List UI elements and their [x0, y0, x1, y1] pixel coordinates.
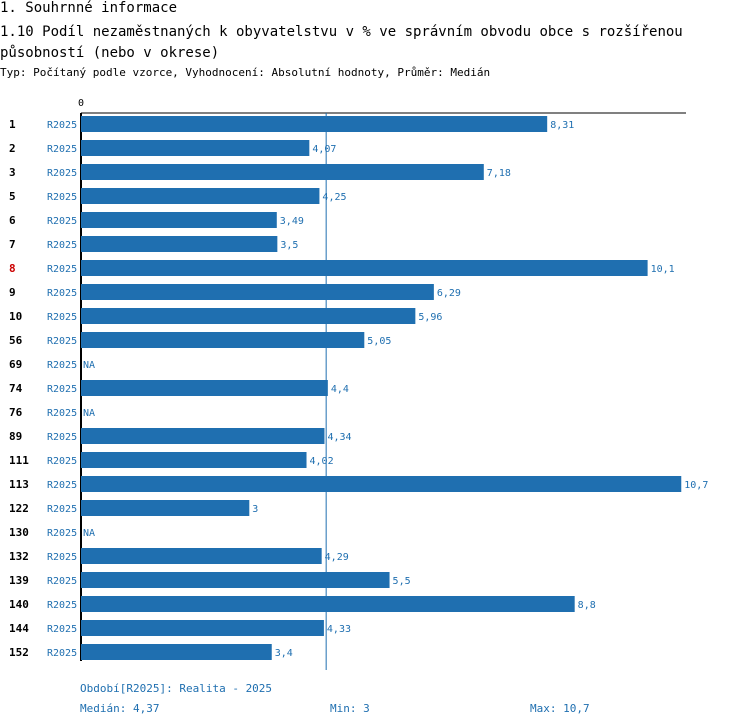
- bar: [81, 332, 365, 348]
- footer-median: Medián: 4,37: [80, 702, 160, 715]
- bar: [81, 188, 320, 204]
- chart-subtitle: Typ: Počítaný podle vzorce, Vyhodnocení:…: [0, 66, 491, 79]
- category-label: 140: [9, 598, 29, 611]
- bar: [81, 644, 272, 660]
- category-label: 56: [9, 334, 23, 347]
- category-label: 10: [9, 310, 22, 323]
- period-label: R2025: [47, 240, 77, 251]
- period-label: R2025: [47, 624, 77, 635]
- bar: [81, 380, 328, 396]
- category-label: 111: [9, 454, 29, 467]
- period-label: R2025: [47, 288, 77, 299]
- bar-value-label: 4,34: [327, 432, 351, 443]
- category-label: 76: [9, 406, 23, 419]
- bar: [81, 140, 310, 156]
- bar-value-label: 5,96: [418, 312, 442, 323]
- category-label: 5: [9, 190, 16, 203]
- category-label: 113: [9, 478, 29, 491]
- category-label: 7: [9, 238, 16, 251]
- bar: [81, 116, 548, 132]
- period-label: R2025: [47, 192, 77, 203]
- period-label: R2025: [47, 408, 77, 419]
- period-label: R2025: [47, 312, 77, 323]
- bar-value-label: 6,29: [437, 288, 461, 299]
- bar-value-label: 3,49: [280, 216, 304, 227]
- bar: [81, 476, 682, 492]
- bar: [81, 284, 434, 300]
- bar-value-label: 8,31: [550, 120, 574, 131]
- bar-value-label: NA: [83, 408, 95, 419]
- bar: [81, 164, 484, 180]
- bar-value-label: 10,1: [651, 264, 675, 275]
- period-label: R2025: [47, 432, 77, 443]
- bar-value-label: NA: [83, 528, 95, 539]
- footer-period: Období[R2025]: Realita - 2025: [80, 682, 273, 695]
- period-label: R2025: [47, 552, 77, 563]
- bar: [81, 260, 648, 276]
- period-label: R2025: [47, 648, 77, 659]
- period-label: R2025: [47, 336, 77, 347]
- bar: [81, 308, 416, 324]
- footer-min: Min: 3: [330, 702, 370, 715]
- period-label: R2025: [47, 456, 77, 467]
- category-label: 130: [9, 526, 29, 539]
- category-label: 9: [9, 286, 16, 299]
- category-label: 1: [9, 118, 16, 131]
- bar-value-label: 3,5: [280, 240, 298, 251]
- period-label: R2025: [47, 264, 77, 275]
- category-label: 144: [9, 622, 29, 635]
- bar: [81, 428, 325, 444]
- category-label: 152: [9, 646, 29, 659]
- category-label: 139: [9, 574, 29, 587]
- axis-zero-label: 0: [78, 98, 84, 109]
- period-label: R2025: [47, 528, 77, 539]
- bar-value-label: 4,25: [322, 192, 346, 203]
- bar: [81, 572, 390, 588]
- category-label: 6: [9, 214, 16, 227]
- bar-chart: 0 1 R2025 8,31 2 R2025 4,07 3 R2025 7,18 5 R2025 4,2…: [9, 98, 708, 670]
- bar-value-label: 4,02: [310, 456, 334, 467]
- period-label: R2025: [47, 120, 77, 131]
- bar: [81, 236, 278, 252]
- bar-value-label: 3,4: [275, 648, 293, 659]
- period-label: R2025: [47, 216, 77, 227]
- period-label: R2025: [47, 360, 77, 371]
- category-label: 89: [9, 430, 22, 443]
- bar-value-label: NA: [83, 360, 95, 371]
- bar: [81, 596, 575, 612]
- bar: [81, 500, 250, 516]
- bar-value-label: 4,07: [312, 144, 336, 155]
- category-label: 69: [9, 358, 22, 371]
- period-label: R2025: [47, 576, 77, 587]
- bar: [81, 452, 307, 468]
- chart-title: 1.10 Podíl nezaměstnaných k obyvatelstvu…: [0, 24, 683, 61]
- category-label: 2: [9, 142, 16, 155]
- footer-max: Max: 10,7: [530, 702, 590, 715]
- category-label: 122: [9, 502, 29, 515]
- period-label: R2025: [47, 168, 77, 179]
- bar-value-label: 3: [252, 504, 258, 515]
- bar-value-label: 10,7: [684, 480, 708, 491]
- bar-value-label: 4,33: [327, 624, 351, 635]
- bar: [81, 620, 324, 636]
- bar: [81, 548, 322, 564]
- category-label: 132: [9, 550, 29, 563]
- period-label: R2025: [47, 504, 77, 515]
- bar-value-label: 5,5: [393, 576, 411, 587]
- category-label: 74: [9, 382, 23, 395]
- category-label: 8: [9, 262, 16, 275]
- bar-value-label: 4,4: [331, 384, 349, 395]
- bar-value-label: 4,29: [325, 552, 349, 563]
- bar-value-label: 7,18: [487, 168, 511, 179]
- period-label: R2025: [47, 480, 77, 491]
- category-label: 3: [9, 166, 16, 179]
- period-label: R2025: [47, 600, 77, 611]
- period-label: R2025: [47, 144, 77, 155]
- bar-value-label: 5,05: [367, 336, 391, 347]
- bar: [81, 212, 277, 228]
- bar-value-label: 8,8: [578, 600, 596, 611]
- period-label: R2025: [47, 384, 77, 395]
- section-title: 1. Souhrnné informace: [0, 0, 178, 16]
